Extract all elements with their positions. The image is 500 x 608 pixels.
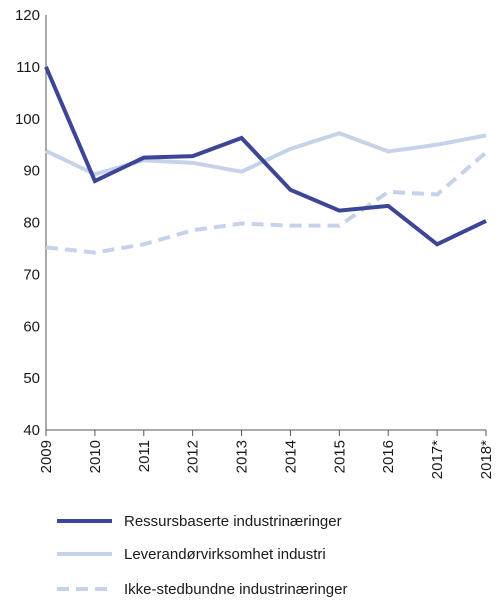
series-line-2 [45,150,488,255]
legend-label: Ressursbaserte industrinæringer [124,513,342,530]
y-tick-label: 100 [15,111,40,128]
axes [45,15,487,436]
x-tick-label: 2011 [136,440,153,472]
legend-label: Ikke-stedbundne industrinæringer [124,581,347,598]
x-tick-label: 2013 [234,440,251,473]
y-tick-label: 120 [15,7,40,24]
y-tick-label: 60 [23,318,40,335]
x-tick-label: 2012 [185,440,202,473]
y-tick-label: 80 [23,215,40,232]
y-tick-label: 40 [23,422,40,439]
x-tick-label: 2010 [87,440,104,473]
series-line-1 [45,131,487,177]
x-tick-label: 2018* [478,440,495,479]
series-lines [44,66,488,255]
y-tick-label: 50 [23,370,40,387]
series-line-0 [44,66,487,247]
x-tick-label: 2009 [38,440,55,473]
x-tick-label: 2015 [331,440,348,473]
y-axis-tick-labels: 40 50 60 70 80 90 100 110 120 [15,7,40,439]
y-tick-label: 90 [23,163,40,180]
x-tick-label: 2017* [429,440,446,479]
x-axis-tick-labels: 2009 2010 2011 2012 2013 2014 2015 2016 2017* 201… [38,440,495,479]
x-tick-label: 2014 [282,440,299,473]
legend: Ressursbaserte industrinæringer Leverandø… [57,513,347,598]
y-tick-label: 70 [23,266,40,283]
legend-label: Leverandørvirksomhet industri [124,546,326,563]
y-tick-label: 110 [16,59,40,76]
x-tick-label: 2016 [380,440,397,473]
